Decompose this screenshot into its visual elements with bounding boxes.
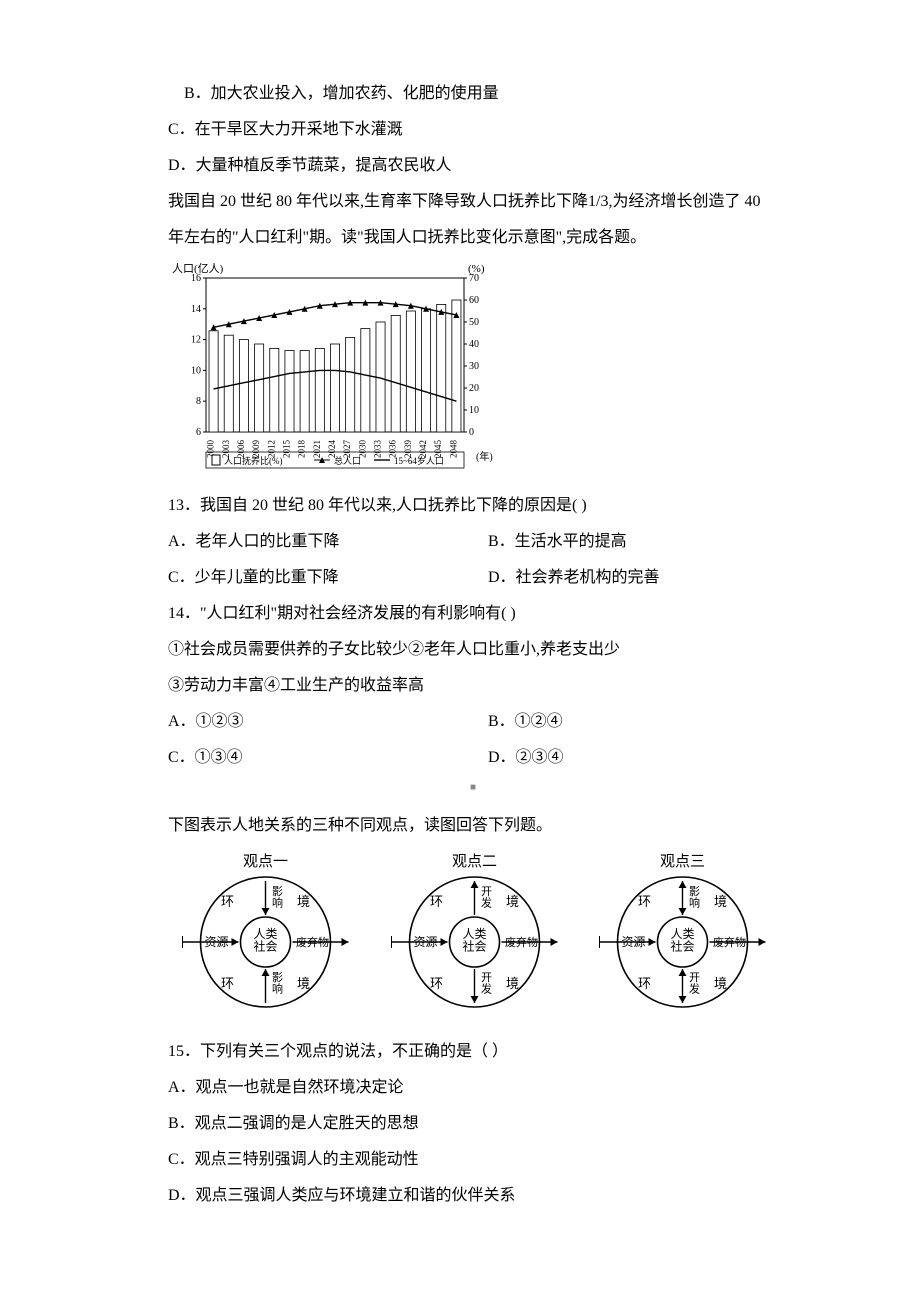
q13-d: D．社会养老机构的完善 [488,562,780,594]
passage1-line1: 我国自 20 世纪 80 年代以来,生育率下降导致人口抚养比下降1/3,为经济增… [168,186,780,218]
view3-diagram: 观点三人类社会环境环境资源废弃物影响开发 [585,850,780,1020]
view2-diagram: 观点二人类社会环境环境资源废弃物开发开发 [377,850,572,1020]
svg-text:开: 开 [481,886,492,898]
svg-text:15~64岁人口: 15~64岁人口 [394,455,444,466]
svg-text:(%): (%) [468,263,485,275]
opt-c: C．在干旱区大力开采地下水灌溉 [168,114,780,146]
svg-text:8: 8 [196,396,201,407]
svg-text:总人口: 总人口 [334,455,361,466]
svg-text:废弃物: 废弃物 [713,935,746,949]
svg-text:发: 发 [481,982,492,996]
passage2: 下图表示人地关系的三种不同观点，读图回答下列题。 [168,810,780,842]
view1-diagram: 观点一人类社会环境环境资源废弃物影响影响 [168,850,363,1020]
q15-d: D．观点三强调人类应与环境建立和谐的伙伴关系 [168,1180,780,1212]
svg-text:40: 40 [469,339,479,350]
svg-text:响: 响 [272,897,283,910]
svg-text:废弃物: 废弃物 [296,935,329,949]
svg-text:发: 发 [689,982,700,996]
svg-text:0: 0 [469,427,474,438]
q14-c: C．①③④ [168,742,488,774]
svg-text:境: 境 [505,894,518,909]
svg-text:境: 境 [714,976,727,991]
svg-text:2015: 2015 [281,440,291,459]
q13-a: A．老年人口的比重下降 [168,526,488,558]
svg-text:观点一: 观点一 [243,853,288,870]
svg-text:响: 响 [272,983,283,996]
svg-text:2018: 2018 [297,440,307,459]
q15-c: C．观点三特别强调人的主观能动性 [168,1144,780,1176]
svg-text:60: 60 [469,295,479,306]
svg-text:人口抚养比(%): 人口抚养比(%) [224,455,283,466]
svg-text:2048: 2048 [448,440,458,459]
svg-text:10: 10 [469,405,479,416]
three-views-diagram: 观点一人类社会环境环境资源废弃物影响影响 观点二人类社会环境环境资源废弃物开发开… [168,850,780,1020]
svg-text:2021: 2021 [312,440,322,458]
svg-text:影: 影 [689,885,700,898]
svg-text:发: 发 [481,896,492,910]
opt-d: D．大量种植反季节蔬菜，提高农民收人 [168,150,780,182]
svg-text:境: 境 [297,894,310,909]
svg-text:30: 30 [469,361,479,372]
q14-a: A．①②③ [168,706,488,738]
svg-text:环: 环 [429,894,442,909]
q15-stem: 15．下列有关三个观点的说法，不正确的是（ ） [168,1036,780,1068]
svg-text:影: 影 [272,885,283,898]
svg-text:废弃物: 废弃物 [505,935,538,949]
svg-text:社会: 社会 [253,939,277,954]
svg-text:环: 环 [638,976,651,991]
opt-b: B．加大农业投入，增加农药、化肥的使用量 [168,78,780,110]
svg-text:资源: 资源 [204,935,228,949]
center-marker: ■ [168,778,780,798]
svg-text:14: 14 [191,304,201,315]
svg-text:50: 50 [469,317,479,328]
svg-text:开: 开 [689,972,700,984]
q13-c: C．少年儿童的比重下降 [168,562,488,594]
q14-l1: ①社会成员需要供养的子女比较少②老年人口比重小,养老支出少 [168,634,780,666]
svg-text:6: 6 [196,427,201,438]
q15-a: A．观点一也就是自然环境决定论 [168,1072,780,1104]
q15-b: B．观点二强调的是人定胜天的思想 [168,1108,780,1140]
svg-text:环: 环 [221,894,234,909]
q14-b: B．①②④ [488,706,780,738]
passage1-line2: 年左右的"人口红利"期。读"我国人口抚养比变化示意图",完成各题。 [168,222,780,254]
svg-text:资源: 资源 [621,935,645,949]
svg-text:环: 环 [429,976,442,991]
svg-text:境: 境 [714,894,727,909]
q13-b: B．生活水平的提高 [488,526,780,558]
svg-text:2033: 2033 [373,440,383,459]
svg-text:环: 环 [221,976,234,991]
svg-text:观点三: 观点三 [660,853,705,870]
svg-text:12: 12 [191,335,201,346]
svg-text:资源: 资源 [413,935,437,949]
q14-l2: ③劳动力丰富④工业生产的收益率高 [168,670,780,702]
q14-stem: 14．"人口红利"期对社会经济发展的有利影响有( ) [168,598,780,630]
svg-text:(年): (年) [476,450,493,463]
svg-text:环: 环 [638,894,651,909]
svg-text:境: 境 [505,976,518,991]
q14-d: D．②③④ [488,742,780,774]
svg-text:社会: 社会 [670,939,694,954]
svg-text:20: 20 [469,383,479,394]
population-chart: 6810121416010203040506070人口(亿人)(%)200020… [168,260,780,480]
svg-text:开: 开 [481,972,492,984]
svg-text:10: 10 [191,365,201,376]
svg-text:社会: 社会 [462,939,486,954]
svg-text:响: 响 [689,897,700,910]
svg-text:影: 影 [272,971,283,984]
q13-stem: 13．我国自 20 世纪 80 年代以来,人口抚养比下降的原因是( ) [168,490,780,522]
svg-text:人口(亿人): 人口(亿人) [172,262,224,275]
svg-text:观点二: 观点二 [451,853,496,870]
svg-text:境: 境 [297,976,310,991]
